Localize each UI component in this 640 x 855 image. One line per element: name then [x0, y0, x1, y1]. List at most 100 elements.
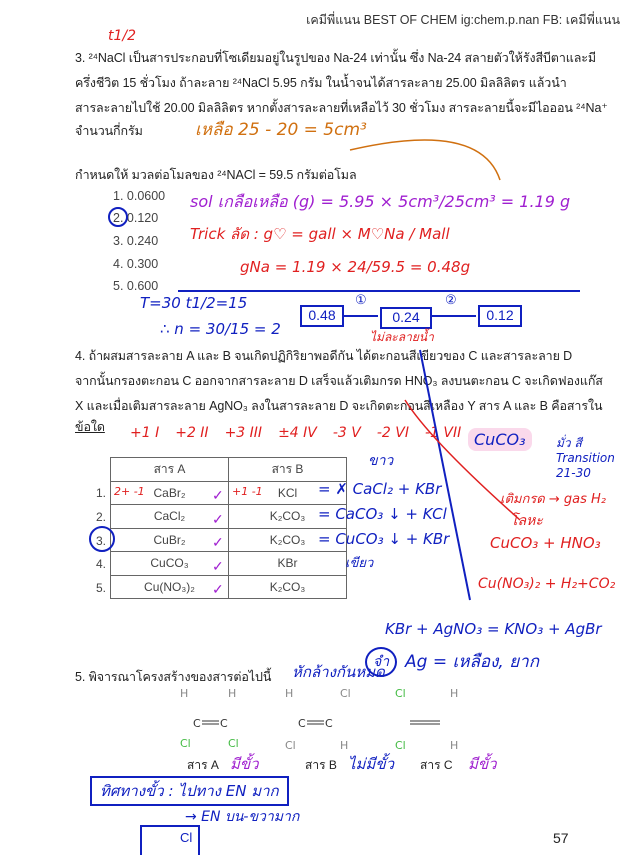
note-polar-c: มีขั้ว	[468, 755, 497, 773]
note-t12: t1/2	[108, 28, 137, 44]
ox-4: ±4 IV	[278, 425, 317, 441]
cell-a: CuCO₃	[110, 551, 229, 576]
note-agbr: KBr + AgNO₃ = KNO₃ + AgBr	[385, 620, 602, 638]
svg-text:H: H	[450, 739, 458, 752]
atom-cl: Cl	[228, 737, 239, 750]
note-cl-box: Cl	[140, 825, 200, 855]
q3-line-4: จำนวนกี่กรัม	[75, 124, 143, 138]
molecule-b: H Cl C C Cl H	[285, 687, 351, 752]
table-row: CaCl₂ K₂CO₃	[110, 504, 347, 529]
svg-text:Cl: Cl	[340, 687, 351, 700]
note-n: ∴ n = 30/15 = 2	[160, 320, 281, 338]
row-num-4[interactable]: 4.	[96, 557, 107, 571]
step-1: ①	[355, 292, 367, 307]
ox-6: -2 VI	[376, 425, 409, 441]
q4-line-3: X และเมื่อเติมสารละลาย AgNO₃ ลงในสารละลา…	[75, 399, 603, 413]
atom-c: C	[220, 717, 228, 730]
note-trick: Trick ลัด : g♡ = gall × M♡Na / Mall	[190, 225, 450, 243]
note-polar-a: มีขั้ว	[230, 755, 259, 773]
table-row: CuCO₃ KBr	[110, 551, 347, 576]
svg-text:H: H	[450, 687, 458, 700]
svg-text:H: H	[340, 739, 348, 752]
answer-circle	[89, 526, 115, 552]
molecule-c: Cl H Cl H	[395, 687, 458, 752]
note-nonpolar-b: ไม่มีขั้ว	[348, 755, 394, 773]
note-memo: จำ	[365, 647, 398, 677]
eq-3: = CuCO₃ ↓ + KBr	[318, 530, 450, 548]
check-marks: ✓ ✓ ✓ ✓ ✓	[212, 487, 224, 597]
molecule-a: H H C C Cl Cl	[180, 687, 239, 750]
molecule-structures: H H C C Cl Cl H Cl C C Cl H Cl H Cl H	[180, 687, 458, 752]
choice-circle	[108, 207, 128, 227]
arrow-line	[349, 139, 501, 181]
row-num-2[interactable]: 2.	[96, 510, 107, 524]
eq-2: = CaCO₃ ↓ + KCl	[318, 505, 447, 523]
note-direction: ทิศทางขั้ว : ไปทาง EN มาก	[90, 776, 289, 806]
header-a: สาร A	[110, 457, 229, 482]
ox-a: 2+ -1	[114, 485, 145, 498]
svg-text:H: H	[285, 687, 293, 700]
ox-5: -3 V	[332, 425, 361, 441]
q4-line-1: 4. ถ้าผสมสารละลาย A และ B จนเกิดปฏิกิริย…	[75, 349, 573, 363]
atom-cl: Cl	[180, 737, 191, 750]
value-box-3: 0.12	[478, 305, 522, 327]
q5-title: 5. พิจารณาโครงสร้างของสารต่อไปนี้	[75, 670, 272, 684]
note-metal: โลหะ	[510, 513, 543, 529]
table-row: CaBr₂ KCl	[110, 480, 347, 505]
options-table: สาร A สาร B CaBr₂ KCl CaCl₂ K₂CO₃ CuBr₂ K₂CO…	[110, 457, 347, 599]
choice-4[interactable]: 4. 0.300	[113, 257, 159, 271]
svg-text:Cl: Cl	[285, 739, 296, 752]
q4-line-2: จากนั้นกรองตะกอน C ออกจากสารละลาย D เสร็…	[75, 374, 603, 388]
divider-line	[178, 290, 580, 292]
atom-h: H	[180, 687, 188, 700]
cell-b: KCl	[228, 480, 347, 505]
cell-a: Cu(NO₃)₂	[110, 574, 229, 599]
row-num-1[interactable]: 1.	[96, 486, 107, 500]
arrow-line	[404, 399, 521, 521]
choice-5[interactable]: 5. 0.600	[113, 279, 159, 293]
header-b: สาร B	[228, 457, 347, 482]
svg-text:C: C	[298, 717, 306, 730]
row-num-5[interactable]: 5.	[96, 581, 107, 595]
step-2: ②	[445, 292, 457, 307]
note-ag: Ag = เหลือง, ยาก	[405, 652, 540, 672]
svg-text:Cl: Cl	[395, 687, 406, 700]
q3-line-3: สารละลายไปใช้ 20.00 มิลลิลิตร หากตั้งสาร…	[75, 101, 608, 115]
page-header: เคมีพี่แนน BEST OF CHEM ig:chem.p.nan FB…	[306, 13, 620, 27]
arrow-line	[419, 349, 471, 601]
note-acid: เติมกรด → gas H₂	[500, 492, 607, 507]
ox-b: +1 -1	[232, 485, 263, 498]
label-b: สาร B	[305, 758, 337, 772]
table-row: Cu(NO₃)₂ K₂CO₃	[110, 574, 347, 599]
label-a: สาร A	[187, 758, 219, 772]
q3-line-1: 3. ²⁴NaCl เป็นสารประกอบที่โซเดียมอยู่ในร…	[75, 51, 597, 65]
atom-c: C	[193, 717, 201, 730]
q4-line-4: ข้อใด	[75, 420, 105, 434]
note-cuco3: CuCO₃	[468, 428, 532, 451]
note-insoluble: ไม่ละลายน้ำ	[370, 330, 434, 344]
note-en: → EN บน-ขวามาก	[185, 809, 300, 825]
ox-1: +1 I	[130, 425, 160, 441]
label-c: สาร C	[420, 758, 453, 772]
note-white: ขาว	[368, 453, 394, 469]
note-sol: sol เกลือเหลือ (g) = 5.95 × 5cm³/25cm³ =…	[190, 192, 571, 211]
value-box-1: 0.48	[300, 305, 344, 327]
choice-1[interactable]: 1. 0.0600	[113, 189, 166, 203]
note-green: เขียว	[345, 556, 374, 571]
cell-a: CaBr₂	[110, 480, 229, 505]
oxidation-numbers: +1 I +2 II +3 III ±4 IV -3 V -2 VI -1 VII	[130, 425, 461, 441]
eq-1: = ✗ CaCl₂ + KBr	[318, 480, 442, 498]
note-cancel: หักล้างกันหมด	[292, 663, 385, 681]
svg-text:C: C	[325, 717, 333, 730]
note-transition: มั่ว สี Transition 21-30	[556, 436, 615, 480]
svg-text:Cl: Cl	[395, 739, 406, 752]
atom-h: H	[228, 687, 236, 700]
cell-a: CaCl₂	[110, 504, 229, 529]
ox-3: +3 III	[224, 425, 263, 441]
note-T: T=30 t1/2=15	[140, 294, 248, 312]
reaction-1: CuCO₃ + HNO₃	[490, 534, 601, 552]
value-box-2: 0.24	[380, 307, 432, 329]
choice-3[interactable]: 3. 0.240	[113, 234, 159, 248]
q3-given: กำหนดให้ มวลต่อโมลของ ²⁴NACl = 59.5 กรัม…	[75, 168, 357, 182]
